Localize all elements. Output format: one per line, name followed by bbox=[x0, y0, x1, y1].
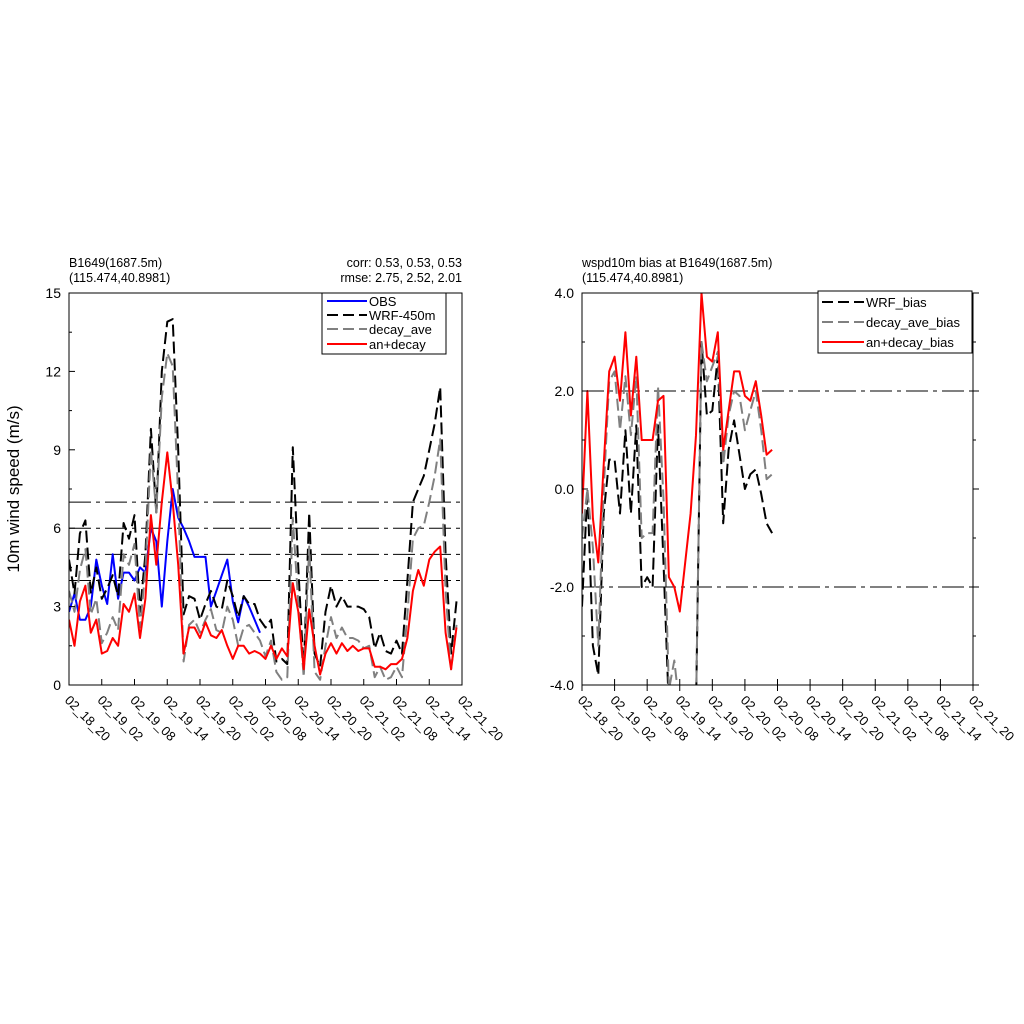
series-line-decay-ave-bias bbox=[582, 341, 773, 685]
series-line-wrf-bias bbox=[582, 341, 773, 685]
y-tick-label: 15 bbox=[45, 285, 61, 301]
legend-label-decay-ave: decay_ave bbox=[369, 322, 432, 337]
right-header-coords: (115.474,40.8981) bbox=[582, 271, 683, 285]
series-line-an-decay-bias bbox=[582, 293, 773, 613]
right-header-title: wspd10m bias at B1649(1687.5m) bbox=[581, 256, 772, 270]
legend-label-wrf-450m: WRF-450m bbox=[369, 308, 435, 323]
y-tick-label: 2.0 bbox=[555, 383, 575, 399]
left-legend: OBS WRF-450m decay_ave an+decay bbox=[321, 292, 447, 355]
y-tick-label: 0.0 bbox=[555, 481, 575, 497]
y-tick-label: 6 bbox=[53, 520, 61, 536]
series-line-an-decay bbox=[69, 451, 458, 676]
left-header-coords: (115.474,40.8981) bbox=[69, 271, 170, 285]
rmse-label: rmse: 2.75, 2.52, 2.01 bbox=[340, 271, 462, 285]
series-line-decay-ave bbox=[69, 352, 458, 681]
y-tick-label: 0 bbox=[53, 677, 61, 693]
y-tick-label: 12 bbox=[45, 363, 61, 379]
legend-label-wrf-bias: WRF_bias bbox=[866, 295, 927, 310]
y-tick-label: 4.0 bbox=[555, 285, 575, 301]
legend-label-an-decay-bias: an+decay_bias bbox=[866, 335, 954, 350]
series-line-obs bbox=[69, 488, 261, 634]
series-line-wrf-450m bbox=[69, 318, 458, 673]
y-tick-label: 9 bbox=[53, 442, 61, 458]
right-legend: WRF_bias decay_ave_bias an+decay_bias bbox=[817, 290, 973, 354]
right-plot-frame bbox=[581, 292, 974, 686]
legend-label-obs: OBS bbox=[369, 294, 397, 309]
y-tick-label: 3 bbox=[53, 599, 61, 615]
left-header-station: B1649(1687.5m) bbox=[69, 256, 162, 270]
y-tick-label: -2.0 bbox=[550, 579, 574, 595]
legend-label-decay-ave-bias: decay_ave_bias bbox=[866, 315, 960, 330]
left-plot-frame bbox=[68, 292, 463, 686]
legend-label-an-decay: an+decay bbox=[369, 337, 426, 352]
y-axis-label: 10m wind speed (m/s) bbox=[4, 405, 23, 572]
y-tick-label: -4.0 bbox=[550, 677, 574, 693]
corr-label: corr: 0.53, 0.53, 0.53 bbox=[347, 256, 462, 270]
